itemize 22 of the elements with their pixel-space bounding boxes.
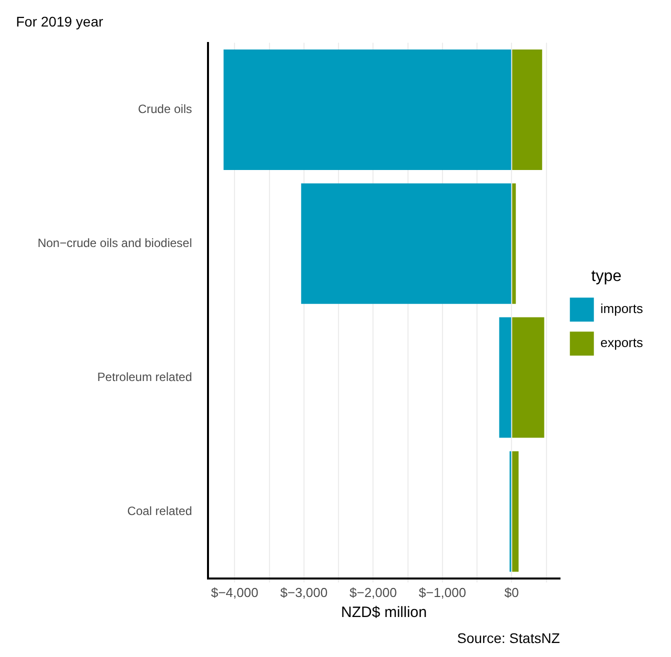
source-note: Source: StatsNZ [457, 630, 560, 646]
x-axis-title: NZD$ million [341, 604, 427, 622]
x-tick-label: $−3,000 [280, 584, 328, 600]
x-tick-label: $−2,000 [349, 584, 397, 600]
text: For 2019 year [16, 13, 104, 30]
y-tick-label: Non−crude oils and biodiesel [38, 236, 192, 250]
bar [512, 49, 542, 170]
bar [512, 183, 516, 304]
legend-label: exports [600, 335, 644, 350]
x-tick-label: $0 [504, 584, 519, 600]
legend-title: type [591, 268, 622, 285]
x-tick-label: $−1,000 [418, 584, 466, 600]
x-tick-label: $−4,000 [210, 584, 258, 600]
bar [512, 451, 519, 572]
legend-label: imports [600, 301, 644, 316]
y-tick-label: Petroleum related [97, 370, 192, 384]
bar [301, 183, 512, 304]
y-tick-label: Crude oils [138, 102, 192, 116]
bar [499, 317, 512, 438]
y-tick-label: Coal related [127, 504, 192, 518]
bar [224, 49, 512, 170]
bar [512, 317, 544, 438]
